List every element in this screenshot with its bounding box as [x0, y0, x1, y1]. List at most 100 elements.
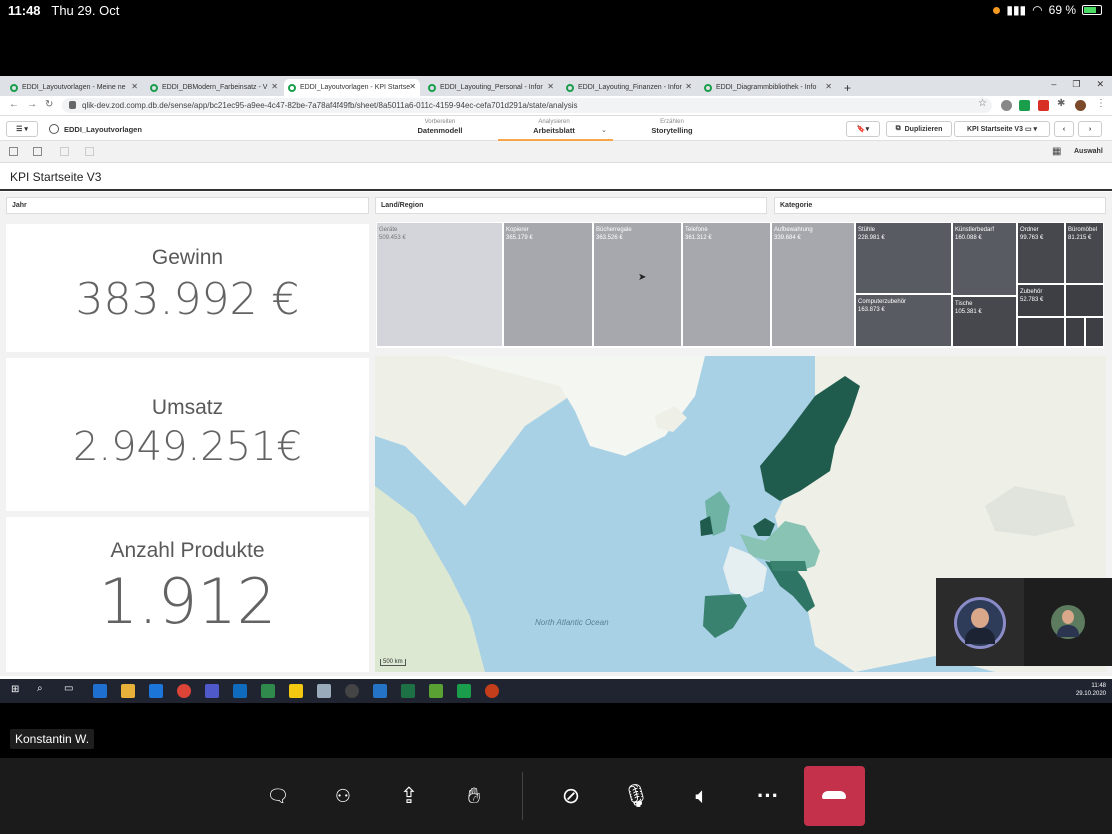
address-bar: ← → ↻ qlik-dev.zod.comp.db.de/sense/app/…	[0, 96, 1112, 116]
qlik-favicon-icon	[10, 83, 18, 92]
smart-search-icon[interactable]	[9, 147, 18, 156]
back-icon[interactable]: ←	[9, 99, 19, 110]
kpi-umsatz[interactable]: Umsatz 2.949.251€	[6, 358, 369, 511]
tab-2[interactable]: EDDI_Layoutvorlagen - KPI Startse ✕	[284, 79, 420, 96]
search-icon[interactable]: ⌕	[37, 683, 43, 694]
kpi-value: 2.949.251€	[72, 424, 303, 470]
chrome-icon[interactable]	[177, 684, 191, 698]
share-screen-icon[interactable]: ⇪	[399, 783, 419, 808]
speaker-icon[interactable]: 🔈︎	[695, 783, 709, 808]
treemap-cell[interactable]: Geräte 509.453 €	[376, 222, 503, 347]
close-icon[interactable]: ✕	[131, 82, 138, 91]
treemap-cell[interactable]: Bücherregale 363.526 €	[593, 222, 682, 347]
puzzle-icon[interactable]: ✱	[1057, 98, 1066, 109]
treemap-cell[interactable]: Aufbewahrung 339.684 €	[771, 222, 855, 347]
treemap-cell[interactable]: Zubehör 52.783 €	[1017, 284, 1065, 317]
hamburger-menu-button[interactable]: ☰ ▾	[6, 121, 38, 137]
close-icon[interactable]: ✕	[547, 82, 554, 91]
clear-selections-icon[interactable]	[85, 147, 94, 156]
treemap-cell[interactable]: Computerzubehör 163.873 €	[855, 294, 952, 347]
tab-3[interactable]: EDDI_Layouting_Personal - Infor ✕	[424, 79, 558, 96]
tab-0[interactable]: EDDI_Layoutvorlagen - Meine ne ✕	[6, 79, 142, 96]
kpi-gewinn[interactable]: Gewinn 383.992 €	[6, 224, 369, 352]
close-icon[interactable]: ✕	[685, 82, 692, 91]
treemap-cell[interactable]: Telefone 361.312 €	[682, 222, 771, 347]
selection-label[interactable]: Auswahl	[1074, 148, 1103, 155]
menu-kebab-icon[interactable]: ⋮	[1096, 98, 1106, 109]
task-view-icon[interactable]: ▭	[64, 683, 74, 694]
raise-hand-icon[interactable]: ✋︎	[467, 783, 481, 808]
treemap-cell[interactable]	[1065, 317, 1085, 347]
treemap-cell[interactable]	[1085, 317, 1104, 347]
url-input[interactable]: qlik-dev.zod.comp.db.de/sense/app/bc21ec…	[62, 98, 992, 113]
tab-5[interactable]: EDDI_Diagrammbibliothek - Info ✕	[700, 79, 836, 96]
forward-icon[interactable]: →	[27, 99, 37, 110]
sheet-selector[interactable]: KPI Startseite V3 ▭ ▾	[954, 121, 1050, 137]
step-back-icon[interactable]	[60, 147, 69, 156]
app-icon[interactable]	[429, 684, 443, 698]
next-sheet-button[interactable]: ›	[1078, 121, 1102, 137]
chat-icon[interactable]: 🗨︎	[266, 786, 290, 806]
map-scale: 500 km	[380, 659, 406, 666]
file-explorer-icon[interactable]	[121, 684, 135, 698]
profile-avatar[interactable]	[1075, 100, 1086, 111]
tab-4[interactable]: EDDI_Layouting_Finanzen - Infor ✕	[562, 79, 696, 96]
excel-icon[interactable]	[401, 684, 415, 698]
internet-explorer-icon[interactable]	[149, 684, 163, 698]
app-icon[interactable]	[261, 684, 275, 698]
treemap-cell[interactable]	[1017, 317, 1065, 347]
close-icon[interactable]: ✕	[825, 82, 832, 91]
mic-off-icon[interactable]: 🎙︎	[622, 783, 650, 808]
outlook-icon[interactable]	[233, 684, 247, 698]
star-icon[interactable]: ☆	[978, 98, 987, 109]
treemap-cell[interactable]	[1065, 284, 1104, 317]
duplicate-button[interactable]: ⧉ Duplizieren	[886, 121, 952, 137]
powerbi-icon[interactable]	[289, 684, 303, 698]
teams-icon[interactable]	[205, 684, 219, 698]
filter-jahr[interactable]: Jahr	[6, 197, 369, 214]
treemap-cell[interactable]: Stühle 228.981 €	[855, 222, 952, 294]
new-tab-button[interactable]: +	[844, 80, 852, 95]
bookmark-button[interactable]: 🔖▾	[846, 121, 880, 137]
kpi-anzahl-produkte[interactable]: Anzahl Produkte 1.912	[6, 517, 369, 672]
app-icon[interactable]	[373, 684, 387, 698]
participants-icon[interactable]: ⚇	[334, 786, 352, 806]
app-icon[interactable]	[345, 684, 359, 698]
treemap-cell[interactable]: Kopierer 365.179 €	[503, 222, 593, 347]
tab-1[interactable]: EDDI_DBModern_Farbeinsatz - V ✕	[146, 79, 282, 96]
nav-arbeitsblatt[interactable]: Analysieren Arbeitsblatt	[533, 119, 575, 135]
windows-start-icon[interactable]: ⊞	[11, 684, 20, 695]
more-options-icon[interactable]: ···	[757, 783, 779, 808]
app-icon[interactable]	[457, 684, 471, 698]
minimize-icon[interactable]: –	[1051, 79, 1057, 89]
powerpoint-icon[interactable]	[485, 684, 499, 698]
treemap-chart[interactable]: Geräte 509.453 € Kopierer 365.179 € Bücher…	[376, 222, 1104, 348]
filter-land-region[interactable]: Land/Region	[375, 197, 767, 214]
qlik-favicon-icon	[566, 83, 574, 92]
filter-kategorie[interactable]: Kategorie	[774, 197, 1106, 214]
restore-icon[interactable]: ❐	[1072, 79, 1081, 89]
selections-tool-icon[interactable]	[33, 147, 42, 156]
close-icon[interactable]: ✕	[409, 82, 416, 91]
extension-icon[interactable]	[1001, 100, 1012, 111]
close-icon[interactable]: ✕	[271, 82, 278, 91]
treemap-cell[interactable]: Ordner 99.763 €	[1017, 222, 1065, 284]
reload-icon[interactable]: ↻	[45, 99, 54, 110]
window-close-icon[interactable]: ✕	[1096, 79, 1104, 89]
edge-icon[interactable]	[93, 684, 107, 698]
camera-off-icon[interactable]: ⊘	[561, 783, 581, 808]
extension-icon[interactable]	[1019, 100, 1030, 111]
treemap-cell[interactable]: Künstlerbedarf 160.088 €	[952, 222, 1017, 296]
treemap-cell[interactable]: Büromöbel 81.215 €	[1065, 222, 1104, 284]
shared-screen: EDDI_Layoutvorlagen - Meine ne ✕ EDDI_DBM…	[0, 76, 1112, 703]
nav-datenmodell[interactable]: Vorbereiten Datenmodell	[417, 119, 463, 135]
treemap-cell[interactable]: Tische 105.381 €	[952, 296, 1017, 347]
extension-icon[interactable]	[1038, 100, 1049, 111]
avatar	[1051, 605, 1085, 639]
nav-storytelling[interactable]: Erzählen Storytelling	[651, 119, 693, 135]
device-status-bar: 11:48 Thu 29. Oct ▮▮▮ ◠ 69 %	[0, 0, 1112, 20]
previous-sheet-button[interactable]: ‹	[1054, 121, 1074, 137]
chevron-down-icon[interactable]: ⌄	[601, 127, 607, 134]
hang-up-button[interactable]	[804, 766, 865, 826]
app-icon[interactable]	[317, 684, 331, 698]
